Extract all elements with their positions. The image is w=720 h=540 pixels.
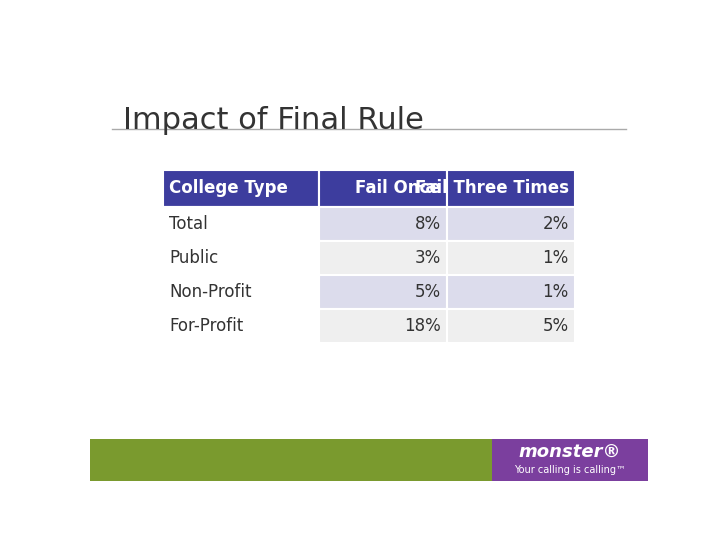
Text: Public: Public (169, 249, 218, 267)
Text: 18%: 18% (404, 318, 441, 335)
FancyBboxPatch shape (447, 241, 575, 275)
FancyBboxPatch shape (447, 275, 575, 309)
FancyBboxPatch shape (320, 207, 447, 241)
Text: Fail Three Times: Fail Three Times (415, 179, 569, 197)
Text: monster®: monster® (518, 444, 621, 462)
Text: 1%: 1% (542, 284, 569, 301)
Text: 5%: 5% (415, 284, 441, 301)
FancyBboxPatch shape (163, 170, 320, 207)
FancyBboxPatch shape (163, 207, 320, 241)
Text: Your calling is calling™: Your calling is calling™ (514, 465, 626, 475)
FancyBboxPatch shape (320, 309, 447, 343)
Text: 8%: 8% (415, 215, 441, 233)
Text: Impact of Final Rule: Impact of Final Rule (124, 106, 424, 136)
FancyBboxPatch shape (320, 241, 447, 275)
FancyBboxPatch shape (447, 309, 575, 343)
FancyBboxPatch shape (320, 170, 447, 207)
Text: For-Profit: For-Profit (169, 318, 243, 335)
Text: College Type: College Type (169, 179, 288, 197)
Text: Fail Once: Fail Once (355, 179, 441, 197)
Text: 5%: 5% (543, 318, 569, 335)
FancyBboxPatch shape (447, 207, 575, 241)
Text: 3%: 3% (415, 249, 441, 267)
FancyBboxPatch shape (163, 241, 320, 275)
FancyBboxPatch shape (163, 275, 320, 309)
FancyBboxPatch shape (447, 170, 575, 207)
Text: 1%: 1% (542, 249, 569, 267)
Text: Total: Total (169, 215, 208, 233)
FancyBboxPatch shape (163, 309, 320, 343)
FancyBboxPatch shape (320, 275, 447, 309)
FancyBboxPatch shape (90, 439, 492, 481)
Text: Non-Profit: Non-Profit (169, 284, 252, 301)
Text: 2%: 2% (542, 215, 569, 233)
FancyBboxPatch shape (492, 439, 648, 481)
